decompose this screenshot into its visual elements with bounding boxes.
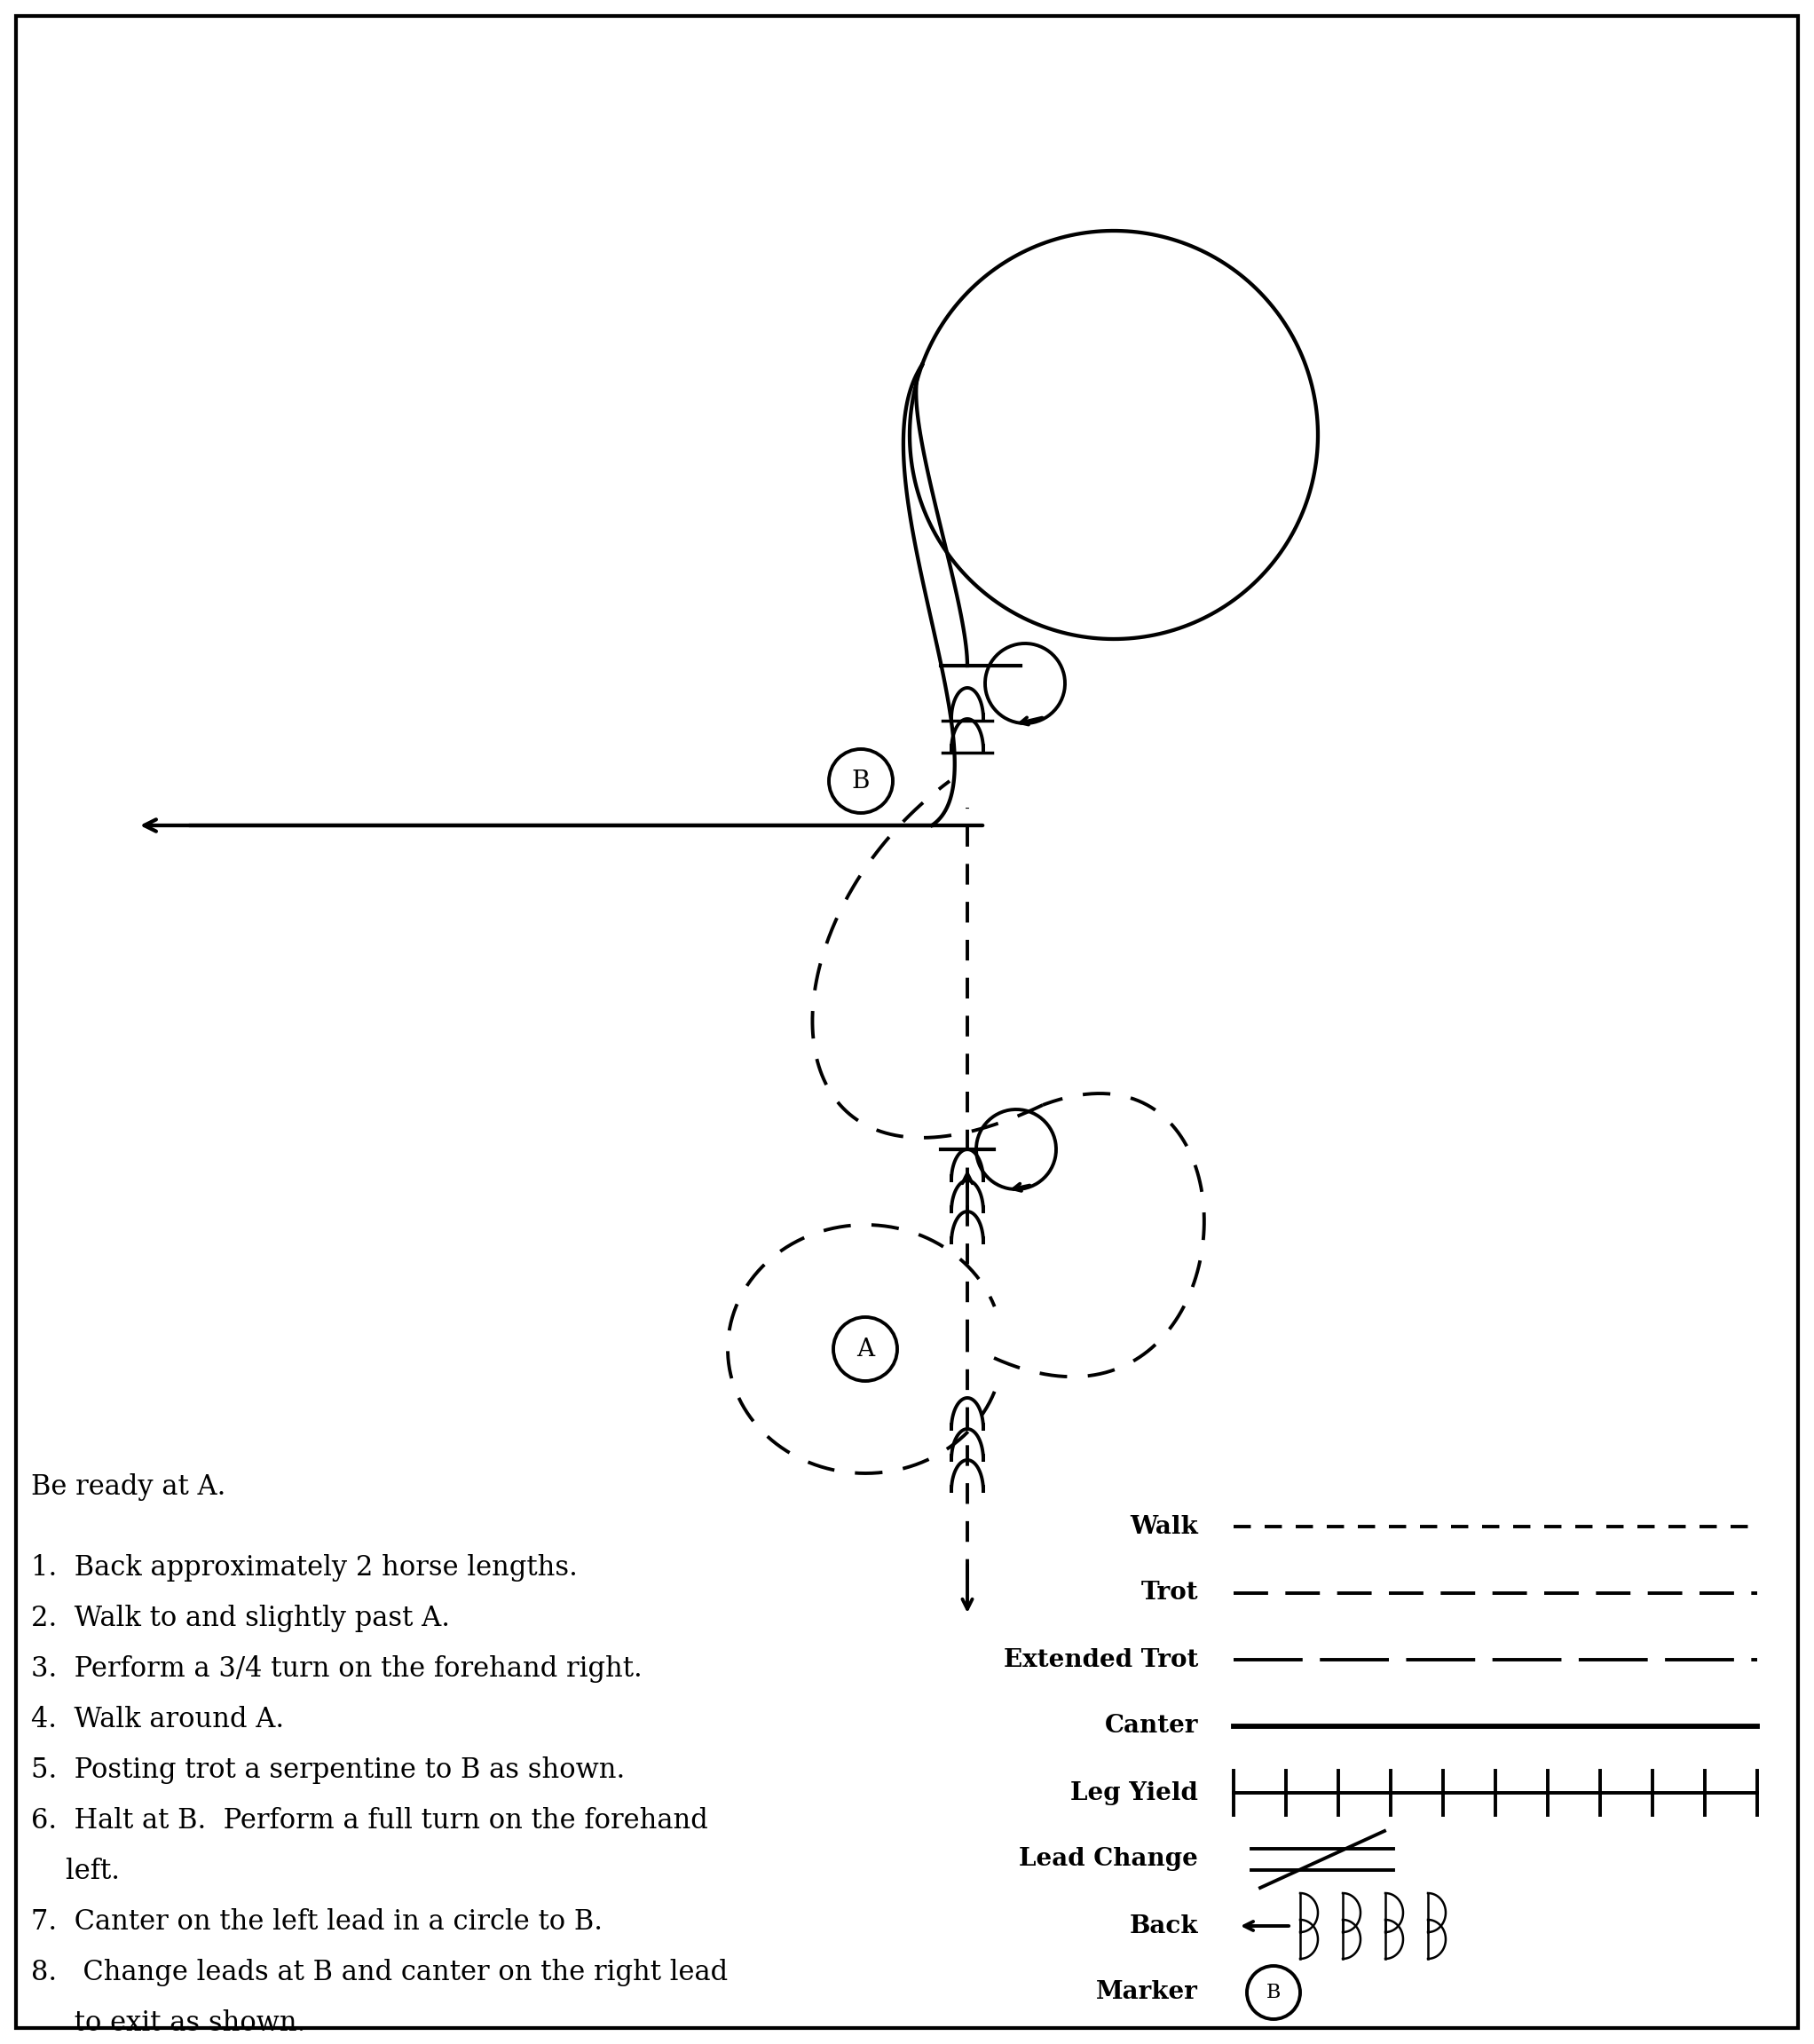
Text: Be ready at A.: Be ready at A. [31,1474,225,1500]
Text: Walk: Walk [1130,1515,1197,1539]
Text: B: B [853,769,871,793]
Text: 4.  Walk around A.: 4. Walk around A. [31,1707,285,1733]
Text: left.: left. [31,1858,120,1885]
Text: A: A [856,1337,874,1361]
Text: B: B [1266,1983,1281,2003]
Text: 3.  Perform a 3/4 turn on the forehand right.: 3. Perform a 3/4 turn on the forehand ri… [31,1656,642,1682]
Text: Marker: Marker [1096,1981,1197,2005]
Text: 7.  Canter on the left lead in a circle to B.: 7. Canter on the left lead in a circle t… [31,1909,602,1936]
Text: Trot: Trot [1141,1582,1197,1605]
Text: Canter: Canter [1105,1715,1197,1737]
Text: 1.  Back approximately 2 horse lengths.: 1. Back approximately 2 horse lengths. [31,1553,577,1582]
Text: to exit as shown.: to exit as shown. [31,2009,305,2038]
Text: Lead Change: Lead Change [1019,1848,1197,1872]
Text: 2.  Walk to and slightly past A.: 2. Walk to and slightly past A. [31,1605,450,1633]
Text: 6.  Halt at B.  Perform a full turn on the forehand: 6. Halt at B. Perform a full turn on the… [31,1807,707,1836]
Text: Extended Trot: Extended Trot [1003,1647,1197,1672]
Text: Back: Back [1130,1913,1197,1938]
Text: 5.  Posting trot a serpentine to B as shown.: 5. Posting trot a serpentine to B as sho… [31,1756,626,1784]
Text: Leg Yield: Leg Yield [1070,1780,1197,1805]
Text: 8.   Change leads at B and canter on the right lead: 8. Change leads at B and canter on the r… [31,1958,727,1987]
